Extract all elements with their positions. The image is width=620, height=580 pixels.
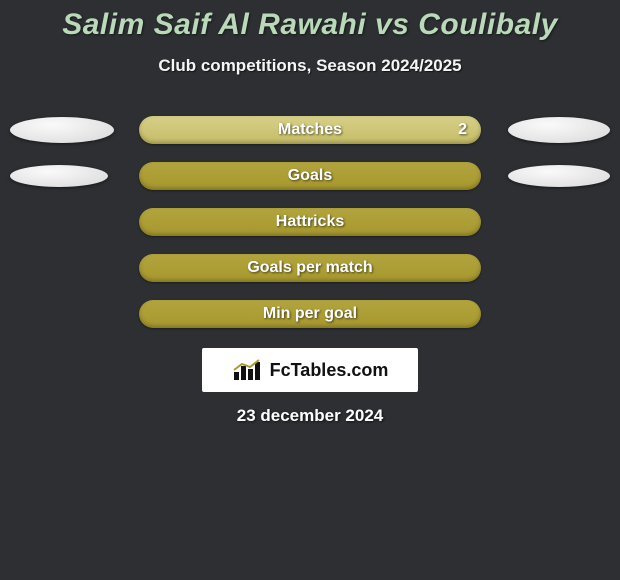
row-matches: Matches 2 bbox=[0, 116, 620, 144]
bar-label: Goals per match bbox=[247, 259, 372, 277]
bar-goals: Goals bbox=[139, 162, 481, 190]
bar-min-per-goal: Min per goal bbox=[139, 300, 481, 328]
left-ellipse-2 bbox=[10, 165, 108, 187]
bar-label: Matches bbox=[278, 121, 342, 139]
bar-label: Goals bbox=[288, 167, 332, 185]
row-goals: Goals bbox=[0, 162, 620, 190]
logo-text: FcTables.com bbox=[270, 360, 389, 381]
bar-label: Min per goal bbox=[263, 305, 357, 323]
right-ellipse-2 bbox=[508, 165, 610, 187]
bar-goals-per-match: Goals per match bbox=[139, 254, 481, 282]
row-mpg: Min per goal bbox=[0, 300, 620, 328]
row-gpm: Goals per match bbox=[0, 254, 620, 282]
page-title: Salim Saif Al Rawahi vs Coulibaly bbox=[0, 0, 620, 42]
bars-icon bbox=[232, 358, 266, 382]
left-ellipse-1 bbox=[10, 117, 114, 143]
date-caption: 23 december 2024 bbox=[0, 406, 620, 426]
row-hattricks: Hattricks bbox=[0, 208, 620, 236]
page-subtitle: Club competitions, Season 2024/2025 bbox=[0, 42, 620, 76]
fctables-logo: FcTables.com bbox=[202, 348, 418, 392]
right-ellipse-1 bbox=[508, 117, 610, 143]
bar-hattricks: Hattricks bbox=[139, 208, 481, 236]
bar-matches: Matches 2 bbox=[139, 116, 481, 144]
bar-value: 2 bbox=[458, 121, 467, 139]
bar-label: Hattricks bbox=[276, 213, 344, 231]
stats-rows: Matches 2 Goals Hattricks Goals per matc… bbox=[0, 116, 620, 328]
